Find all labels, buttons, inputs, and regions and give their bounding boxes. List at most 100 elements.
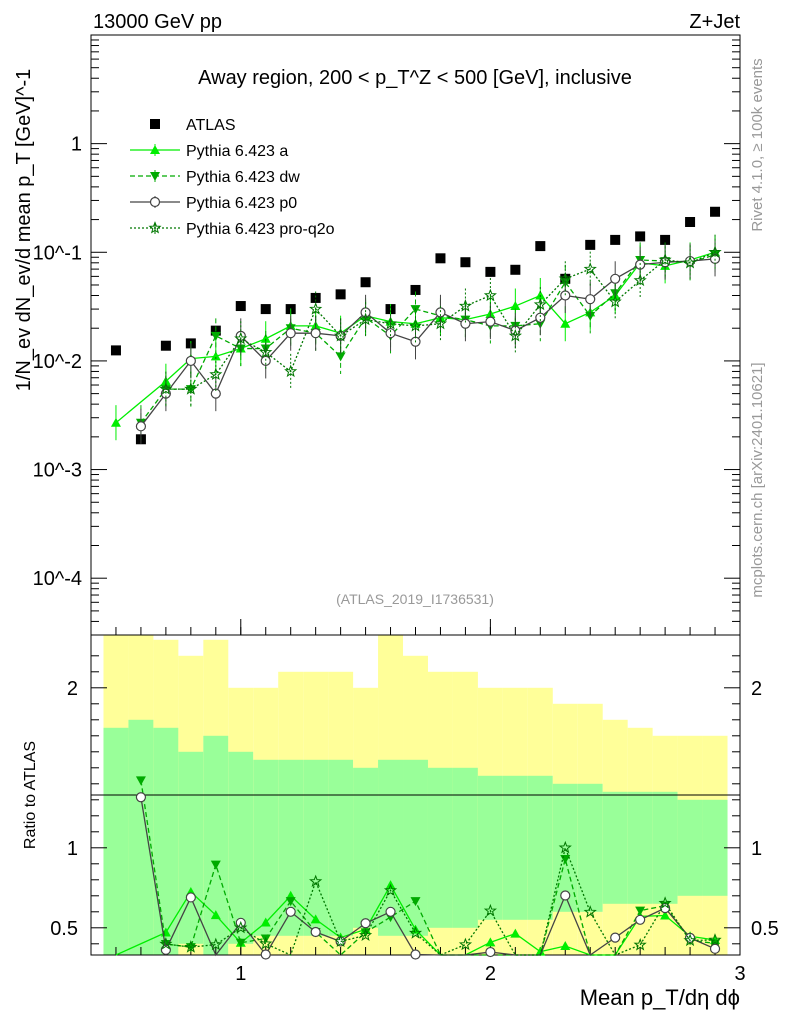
header-right: Z+Jet: [689, 11, 740, 33]
ratio-band-inner: [602, 791, 628, 904]
axis-ticks: 1 2 3 10^-4 10^-3 10^-2 10^-1 1 0.5 0.5 1 1 2 2: [33, 34, 779, 985]
main-series: [110, 206, 722, 445]
q2o-point: [458, 299, 473, 312]
a-point: [560, 941, 571, 951]
q2o-point: [408, 318, 423, 332]
p0-line: [140, 258, 716, 427]
y-tick-label: 1: [71, 134, 82, 156]
q2o-point: [708, 245, 722, 258]
a-point: [660, 910, 671, 920]
p0-point: [560, 290, 571, 301]
q2o-point: [483, 288, 497, 302]
x-axis-label: Mean p_T/dη dϕ: [580, 985, 740, 1010]
legend-label: Pythia 6.423 a: [186, 143, 288, 160]
q2o-point: [259, 936, 273, 950]
y-tick-label: 10^-2: [33, 351, 82, 373]
q2o-point: [148, 221, 162, 234]
y-tick-label: 10^-1: [33, 242, 82, 264]
ratio-band-inner: [203, 735, 229, 955]
ratio-band-inner: [452, 767, 478, 928]
p0-point: [310, 328, 321, 339]
p0-point: [610, 932, 621, 943]
q2o-point: [383, 883, 398, 897]
p0-point: [535, 312, 546, 323]
ratio-band-inner: [253, 759, 279, 936]
ratio-band-inner: [328, 759, 354, 936]
q2o-line: [165, 251, 716, 390]
ratio-tick-label: 1: [67, 838, 78, 860]
dw-point: [150, 172, 160, 181]
atlas-point: [585, 239, 596, 250]
p0-point: [185, 892, 196, 903]
ratio-band-inner: [303, 759, 329, 936]
p0-point: [310, 926, 321, 938]
p0-point: [485, 946, 496, 958]
q2o-point: [533, 297, 547, 311]
dw-point: [135, 776, 146, 786]
q2o-point: [209, 937, 223, 951]
q2o-point: [234, 920, 248, 934]
p0-point: [560, 890, 571, 901]
q2o-point: [408, 926, 423, 939]
atlas-point: [310, 292, 321, 303]
legend: ATLAS Pythia 6.423 a Pythia 6.423 dw Pythia…: [130, 117, 335, 238]
q2o-point: [309, 302, 323, 315]
q2o-point: [433, 316, 448, 330]
ratio-band-inner: [627, 791, 653, 904]
p0-point: [485, 316, 496, 327]
q2o-point: [383, 316, 398, 330]
ratio-band-inner: [178, 751, 204, 944]
q2o-point: [358, 312, 373, 326]
a-point: [210, 351, 221, 361]
ratio-band-inner: [403, 759, 428, 936]
q2o-point: [583, 262, 597, 275]
ratio-band-inner: [228, 751, 254, 944]
ratio-band-inner: [353, 767, 379, 928]
p0-point: [610, 273, 621, 284]
x-tick-label: 3: [734, 963, 745, 985]
atlas-point: [410, 284, 421, 295]
q2o-point: [234, 331, 248, 345]
q2o-point: [458, 937, 473, 951]
header-left: 13000 GeV pp: [93, 11, 222, 33]
p0-point: [235, 330, 246, 341]
ratio-tick-label: 0.5: [751, 918, 779, 940]
atlas-point: [160, 340, 171, 351]
x-tick-label: 1: [235, 963, 246, 985]
ratio-band-inner: [577, 783, 603, 912]
ratio-tick-label: 0.5: [50, 918, 78, 940]
a-point: [535, 946, 546, 956]
ratio-uncertainty-bands: [103, 635, 728, 955]
p0-point: [385, 906, 396, 917]
a-point: [510, 928, 521, 938]
y-axis-label: 1/N_ev dN_ev/d mean p_T [GeV]^-1: [13, 69, 35, 392]
q2o-point: [683, 933, 697, 947]
p0-ratio-line: [140, 797, 716, 957]
dw-point: [210, 860, 221, 870]
q2o-point: [184, 382, 198, 395]
q2o-point: [334, 328, 348, 342]
dw-ratio-line: [140, 780, 716, 956]
q2o-point: [334, 934, 348, 948]
p0-point: [585, 294, 596, 305]
mcplots-label: mcplots.cern.ch [arXiv:2401.10621]: [749, 362, 766, 597]
q2o-point: [483, 903, 497, 917]
q2o-point: [658, 896, 672, 909]
rivet-label: Rivet 4.1.0, ≥ 100k events: [749, 58, 766, 231]
atlas-point: [235, 301, 246, 312]
atlas-point: [360, 277, 371, 288]
q2o-point: [309, 874, 323, 888]
y-tick-label: 10^-3: [33, 460, 82, 482]
ratio-band-inner: [527, 775, 553, 920]
ratio-series: [115, 776, 722, 960]
p0-point: [410, 949, 421, 960]
dw-line: [140, 254, 716, 424]
q2o-point: [583, 905, 597, 918]
atlas-point: [685, 216, 696, 227]
ratio-y-axis-label: Ratio to ATLAS: [22, 741, 39, 849]
p0-point: [135, 792, 147, 803]
a-point: [510, 301, 521, 311]
q2o-point: [683, 255, 697, 269]
a-point: [110, 417, 121, 427]
a-point: [410, 318, 421, 328]
